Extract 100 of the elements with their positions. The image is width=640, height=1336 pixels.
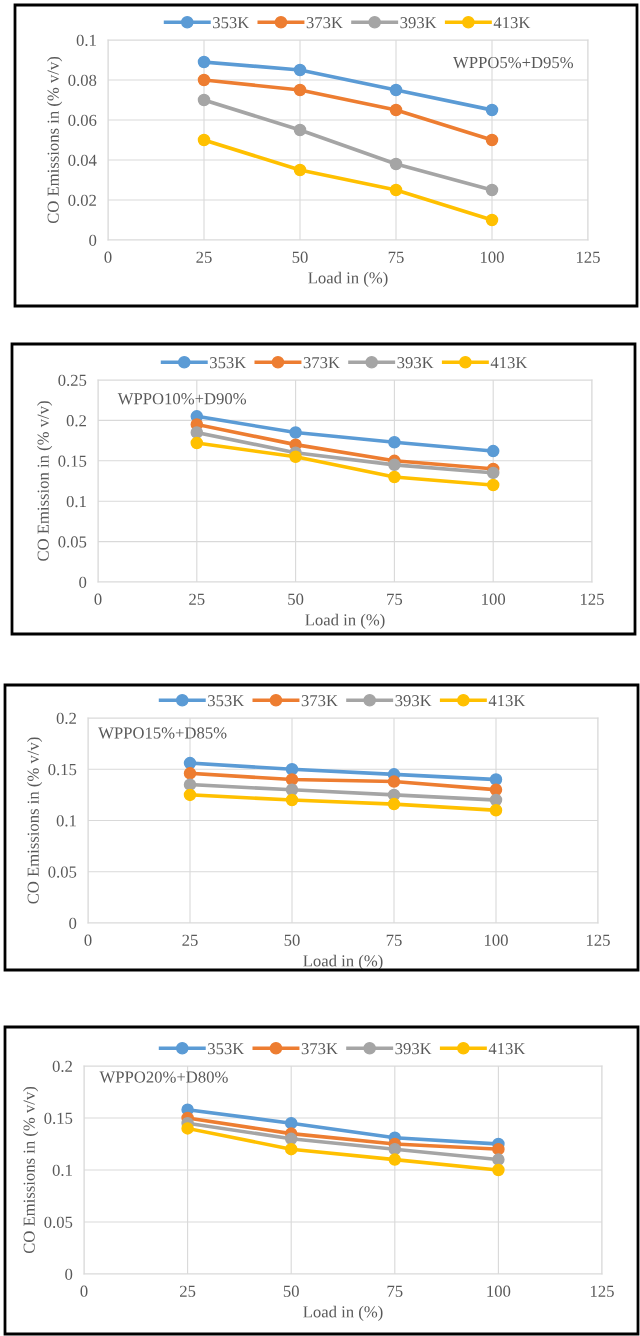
point [181, 1122, 194, 1135]
point [293, 123, 307, 137]
point [492, 1163, 505, 1177]
y-axis-title: CO Emissions in (% v/v) [27, 737, 43, 904]
point [190, 426, 204, 439]
x-tick-label: 50 [288, 593, 304, 605]
point [183, 767, 197, 780]
x-axis-title: Load in (%) [303, 954, 383, 970]
x-axis-title: Load in (%) [308, 271, 388, 287]
point [489, 803, 503, 817]
x-tick-label: 125 [586, 934, 610, 946]
legend-label: 393K [400, 17, 437, 29]
point [289, 426, 302, 439]
point [485, 183, 499, 197]
point [388, 458, 401, 472]
point [293, 63, 307, 77]
y-tick-label: 0.1 [76, 34, 96, 47]
y-tick-label: 0.15 [44, 1112, 73, 1125]
point [389, 103, 403, 117]
legend-label: 413K [488, 1043, 526, 1055]
x-tick-label: 0 [104, 251, 112, 263]
x-tick-label: 100 [487, 1285, 511, 1297]
point [183, 778, 197, 791]
point [486, 466, 500, 480]
point [388, 1142, 402, 1156]
y-tick-label: 0 [65, 1268, 73, 1280]
y-tick-label: 0.1 [52, 1164, 72, 1177]
point [285, 793, 299, 807]
y-tick-label: 0.1 [66, 495, 86, 508]
point [387, 797, 401, 811]
y-tick-label: 0 [69, 917, 77, 929]
legend-label: 393K [395, 695, 432, 707]
point [293, 83, 307, 97]
legend-label: 353K [210, 357, 247, 369]
y-tick-label: 0 [79, 576, 87, 588]
point [485, 213, 499, 227]
point [492, 1153, 505, 1166]
annotation: WPPO10%+D90% [117, 393, 247, 405]
point [284, 1142, 298, 1156]
y-tick-label: 0.15 [58, 455, 87, 467]
y-tick-label: 0 [89, 234, 97, 246]
point [489, 783, 503, 797]
x-tick-label: 100 [484, 934, 508, 946]
point [388, 435, 401, 449]
point [489, 793, 503, 807]
legend-label: 373K [301, 695, 338, 707]
x-tick-label: 50 [292, 251, 308, 263]
x-tick-label: 75 [387, 593, 403, 605]
y-tick-label: 0.06 [68, 114, 97, 127]
point [284, 1116, 298, 1130]
point [289, 450, 302, 464]
point [197, 55, 211, 69]
point [492, 1142, 505, 1156]
point [183, 756, 197, 770]
legend-label: 413K [490, 357, 528, 369]
x-tick-label: 125 [580, 593, 604, 605]
y-tick-label: 0.08 [68, 74, 97, 87]
y-tick-label: 0.2 [56, 712, 76, 725]
legend-label: 353K [208, 1043, 245, 1055]
point [389, 183, 403, 197]
legend-label: 353K [208, 695, 245, 707]
y-tick-label: 0.15 [48, 763, 77, 776]
y-tick-label: 0.05 [48, 866, 77, 878]
point [197, 93, 211, 107]
point [284, 1132, 298, 1146]
x-axis-title: Load in (%) [303, 1305, 383, 1321]
y-tick-label: 0.1 [56, 815, 76, 827]
point [183, 788, 197, 802]
y-tick-label: 0.2 [66, 415, 86, 427]
point [388, 470, 401, 484]
x-tick-label: 25 [189, 593, 205, 605]
x-tick-label: 25 [196, 251, 212, 263]
point [293, 163, 307, 177]
point [485, 103, 499, 117]
x-tick-label: 100 [480, 251, 504, 263]
point [285, 762, 299, 776]
point [190, 436, 204, 450]
point [285, 783, 299, 797]
point [389, 157, 403, 171]
legend-label: 373K [301, 1043, 338, 1055]
legend-label: 373K [303, 357, 340, 369]
legend-label: 393K [397, 357, 434, 369]
x-tick-label: 25 [182, 934, 198, 946]
x-tick-label: 25 [180, 1285, 196, 1297]
x-tick-label: 100 [482, 593, 506, 605]
y-axis-title: CO Emissions in (% v/v) [47, 56, 63, 224]
y-axis-title: CO Emissions in (% v/v) [23, 1086, 39, 1254]
x-axis-title: Load in (%) [305, 613, 385, 629]
y-tick-label: 0.04 [68, 154, 97, 167]
annotation: WPPO5%+D95% [453, 56, 574, 69]
point [486, 444, 500, 458]
point [388, 1153, 402, 1166]
point [387, 775, 401, 788]
x-tick-label: 75 [388, 251, 404, 263]
legend-label: 413K [488, 695, 526, 707]
x-tick-label: 125 [590, 1285, 614, 1297]
y-axis-title: CO Emission in (% v/v) [37, 401, 53, 561]
point [197, 73, 211, 87]
legend-label: 413K [493, 17, 531, 29]
y-tick-label: 0.2 [52, 1060, 72, 1073]
